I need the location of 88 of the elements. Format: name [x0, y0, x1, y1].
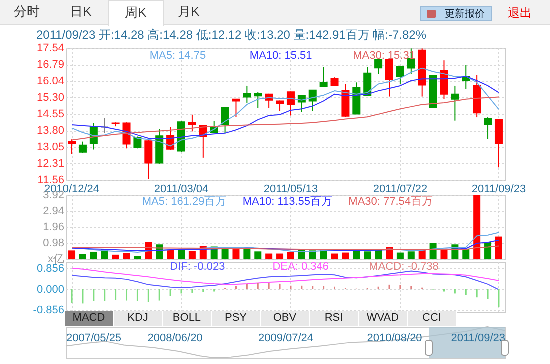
annotation: MACD — [65, 311, 114, 326]
text: 日K — [69, 3, 93, 21]
bar — [188, 251, 196, 259]
bar — [408, 252, 415, 259]
chart-title: 2011/09/23 开:14.28 高:14.28 低:12.12 收:13.20 量:142.91百万 幅:-7.82% — [36, 28, 427, 42]
bar — [134, 256, 142, 259]
text: MA30: 77.54百万 — [348, 196, 434, 208]
x-tick-label: 2011/05/13 — [264, 184, 318, 196]
y-tick-label: 16.04 — [36, 76, 64, 88]
candlestick — [254, 92, 262, 109]
x-tick-label: 2010/08/20 — [367, 332, 422, 344]
x-tick-label: 2011/09/23 — [472, 184, 526, 196]
y-tick-label: 12.31 — [36, 158, 64, 170]
annotation: PSY — [212, 311, 261, 326]
text: 更新报价 — [420, 6, 492, 21]
candlestick — [386, 58, 394, 98]
y-tick-label: 2.94 — [43, 206, 64, 218]
x-tick-label: 2011/07/22 — [373, 184, 428, 196]
bar — [276, 254, 284, 259]
y-tick-label: 0.98 — [43, 238, 64, 250]
text: MA10: 113.55百万 — [242, 196, 333, 208]
bar — [495, 236, 502, 259]
y-tick-label: -0.856 — [33, 304, 64, 317]
x-tick-label: 2007/05/25 — [66, 332, 122, 344]
bar — [68, 250, 76, 259]
y-tick-label: 0.000 — [36, 284, 64, 296]
text: MA5: 161.29百万 — [142, 196, 227, 208]
series-label: MACD: -0.738 — [369, 261, 439, 273]
text: 周K — [108, 0, 164, 26]
bar — [342, 252, 350, 259]
candlestick — [396, 66, 404, 85]
text: 退出 — [508, 5, 532, 22]
candlestick — [144, 140, 153, 180]
bar — [178, 250, 185, 259]
bar — [123, 253, 130, 259]
text: 月K — [177, 3, 201, 21]
annotation: RSI — [310, 311, 359, 326]
annotation: CCI — [408, 311, 457, 326]
y-tick-label: 14.55 — [36, 108, 64, 120]
candlestick — [320, 66, 328, 88]
y-tick-label: 15.30 — [36, 92, 64, 104]
bar — [232, 250, 240, 259]
x-tick-label: 2009/07/24 — [258, 332, 314, 344]
y-tick-label: 16.79 — [36, 59, 64, 72]
annotation: OBV — [261, 311, 310, 326]
candlestick — [276, 100, 284, 112]
bar — [287, 252, 294, 259]
bar — [462, 249, 470, 259]
annotation: WVAD — [359, 311, 408, 326]
bar — [396, 252, 404, 259]
x-tick-label: 2011/03/04 — [154, 184, 209, 196]
bar — [90, 252, 98, 259]
y-tick-label: 13.05 — [36, 142, 64, 154]
candlestick — [188, 114, 196, 132]
text: 分时 — [13, 3, 41, 21]
series-label: DEA: 0.346 — [272, 261, 329, 273]
candlestick — [221, 108, 230, 134]
bar — [112, 254, 120, 259]
candlestick — [440, 60, 448, 100]
bar — [266, 254, 273, 259]
candlestick — [286, 91, 295, 116]
candlestick — [68, 139, 76, 155]
line-series — [72, 270, 500, 290]
candlestick — [374, 58, 383, 75]
candlestick — [451, 85, 460, 122]
bar — [418, 250, 426, 259]
annotation: BOLL — [163, 311, 212, 326]
y-tick-label: 17.54 — [36, 42, 64, 54]
candlestick — [364, 66, 372, 96]
bar — [254, 252, 262, 259]
x-tick-label: 2011/09/23 — [451, 332, 506, 344]
bar — [167, 250, 174, 259]
x-tick-label: 2008/06/20 — [148, 332, 203, 344]
y-tick-label: 13.80 — [36, 125, 64, 138]
text: MA10: 15.51 — [250, 50, 312, 62]
annotation: KDJ — [114, 311, 163, 326]
candlestick — [484, 117, 492, 140]
series-label: DIF: -0.023 — [170, 261, 226, 273]
bar — [331, 254, 338, 259]
text: MA5: 14.75 — [150, 50, 206, 62]
y-tick-label: 0.856 — [36, 262, 64, 275]
bar — [474, 195, 481, 259]
bar — [364, 252, 372, 259]
candlestick — [232, 98, 240, 118]
candlestick — [243, 85, 252, 104]
bar — [79, 254, 86, 259]
y-tick-label: x亿 — [48, 254, 64, 266]
y-tick-label: 1.96 — [43, 222, 64, 234]
